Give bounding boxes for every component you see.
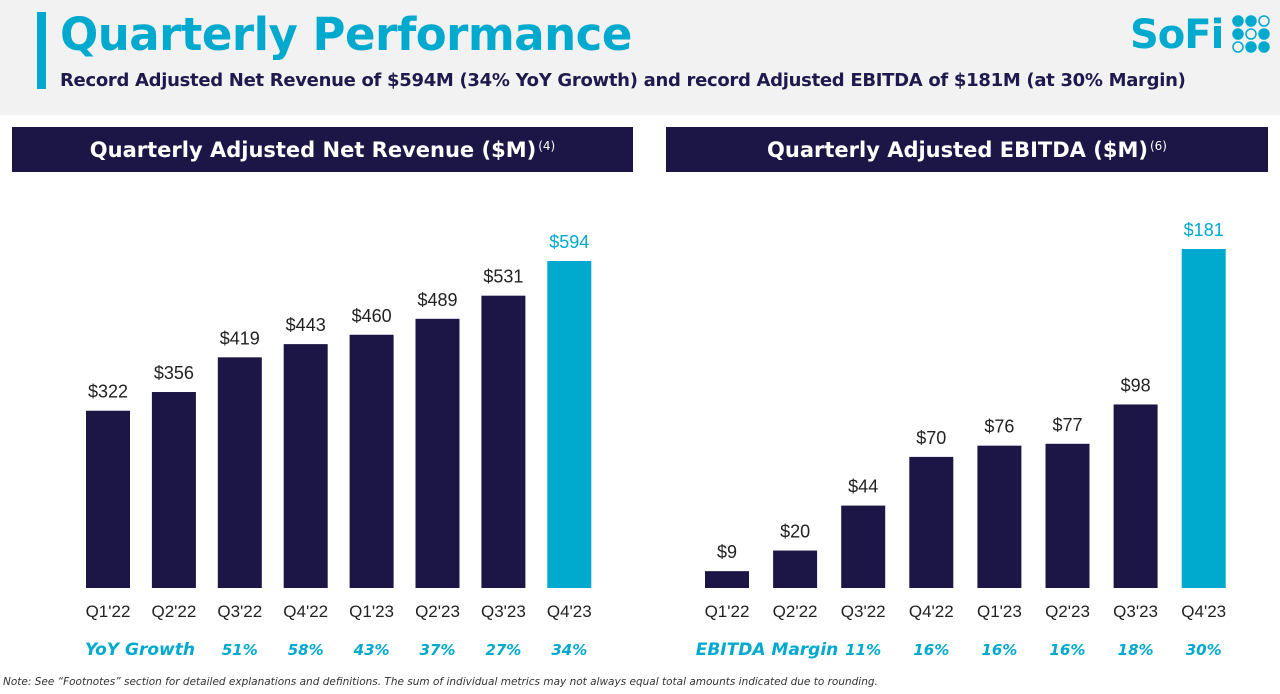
ebitda-x-tick-label: Q1'23 — [977, 602, 1022, 621]
revenue-bar — [481, 295, 526, 588]
revenue-data-label: $322 — [88, 382, 128, 402]
revenue-data-label: $489 — [417, 290, 457, 310]
revenue-x-tick-label: Q2'23 — [415, 602, 460, 621]
ebitda-bar — [1181, 249, 1226, 588]
ebitda-data-label: $98 — [1121, 375, 1151, 395]
logo-dots-icon — [1232, 15, 1271, 53]
ebitda-bar — [841, 505, 886, 588]
revenue-x-tick-label: Q3'22 — [217, 602, 262, 621]
revenue-sub-row-value: 51% — [222, 641, 258, 659]
revenue-bar — [86, 410, 130, 588]
revenue-bar — [415, 318, 460, 588]
revenue-data-label: $419 — [220, 328, 260, 348]
ebitda-bar — [773, 550, 818, 588]
revenue-sub-row-value: 37% — [420, 641, 456, 659]
revenue-x-tick-label: Q4'22 — [283, 602, 328, 621]
revenue-footnote-ref: (4) — [538, 138, 556, 153]
header: Quarterly Performance Record Adjusted Ne… — [0, 0, 1280, 115]
page-title: Quarterly Performance — [60, 8, 632, 61]
ebitda-x-tick-label: Q2'22 — [773, 602, 818, 621]
ebitda-data-label: $77 — [1052, 415, 1082, 435]
revenue-sub-row-value: 43% — [353, 641, 390, 659]
ebitda-data-label: $70 — [916, 428, 946, 448]
revenue-bar — [151, 392, 196, 588]
revenue-x-tick-label: Q4'23 — [547, 602, 592, 621]
ebitda-bar — [909, 456, 954, 588]
ebitda-bar — [977, 445, 1022, 588]
ebitda-sub-row-value: 16% — [1050, 641, 1086, 659]
logo-text: SoFi — [1130, 12, 1224, 58]
ebitda-data-label: $9 — [717, 542, 737, 562]
ebitda-x-tick-label: Q3'22 — [841, 602, 886, 621]
revenue-data-label: $594 — [549, 232, 589, 252]
revenue-data-label: $531 — [483, 267, 523, 287]
ebitda-data-label: $20 — [780, 522, 810, 542]
ebitda-title-text: Quarterly Adjusted EBITDA ($M) — [767, 137, 1148, 162]
ebitda-x-tick-label: Q1'22 — [705, 602, 750, 621]
revenue-x-tick-label: Q1'22 — [86, 602, 131, 621]
revenue-sub-row-value: 58% — [288, 641, 324, 659]
revenue-x-tick-label: Q1'23 — [349, 602, 394, 621]
revenue-chart-title: Quarterly Adjusted Net Revenue ($M) (4) — [12, 127, 633, 172]
ebitda-x-tick-label: Q4'22 — [909, 602, 954, 621]
ebitda-data-label: $181 — [1184, 220, 1224, 240]
revenue-data-label: $460 — [352, 306, 392, 326]
footnote: Note: See “Footnotes” section for detail… — [3, 676, 878, 688]
revenue-x-tick-label: Q3'23 — [481, 602, 526, 621]
ebitda-sub-row-value: 16% — [913, 641, 949, 659]
ebitda-sub-row-value: 11% — [845, 641, 881, 659]
revenue-data-label: $443 — [286, 315, 326, 335]
ebitda-footnote-ref: (6) — [1149, 138, 1167, 153]
revenue-bar — [217, 357, 262, 588]
revenue-bar — [349, 334, 394, 588]
ebitda-sub-row-value: 18% — [1118, 641, 1154, 659]
ebitda-x-tick-label: Q3'23 — [1113, 602, 1158, 621]
revenue-data-label: $356 — [154, 363, 194, 383]
sofi-logo: SoFi — [1130, 12, 1275, 58]
ebitda-data-label: $44 — [848, 477, 878, 497]
ebitda-sub-row-value: 16% — [981, 641, 1017, 659]
revenue-sub-row-value: 27% — [485, 641, 521, 659]
page-subtitle: Record Adjusted Net Revenue of $594M (34… — [60, 70, 1186, 91]
ebitda-chart-title: Quarterly Adjusted EBITDA ($M) (6) — [666, 127, 1268, 172]
revenue-bar — [547, 261, 592, 588]
revenue-bar — [283, 344, 328, 588]
revenue-sub-row-value: 34% — [551, 641, 587, 659]
ebitda-bar — [1113, 404, 1158, 588]
accent-bar — [37, 12, 46, 89]
revenue-x-tick-label: Q2'22 — [151, 602, 196, 621]
revenue-sub-row-label: YoY Growth — [85, 640, 195, 660]
ebitda-bar — [705, 571, 749, 588]
ebitda-x-tick-label: Q4'23 — [1181, 602, 1226, 621]
revenue-title-text: Quarterly Adjusted Net Revenue ($M) — [89, 137, 537, 162]
ebitda-sub-row-value: 30% — [1186, 641, 1222, 659]
ebitda-x-tick-label: Q2'23 — [1045, 602, 1090, 621]
ebitda-data-label: $76 — [984, 417, 1014, 437]
ebitda-sub-row-label: EBITDA Margin — [696, 640, 839, 660]
ebitda-bar — [1045, 443, 1090, 588]
